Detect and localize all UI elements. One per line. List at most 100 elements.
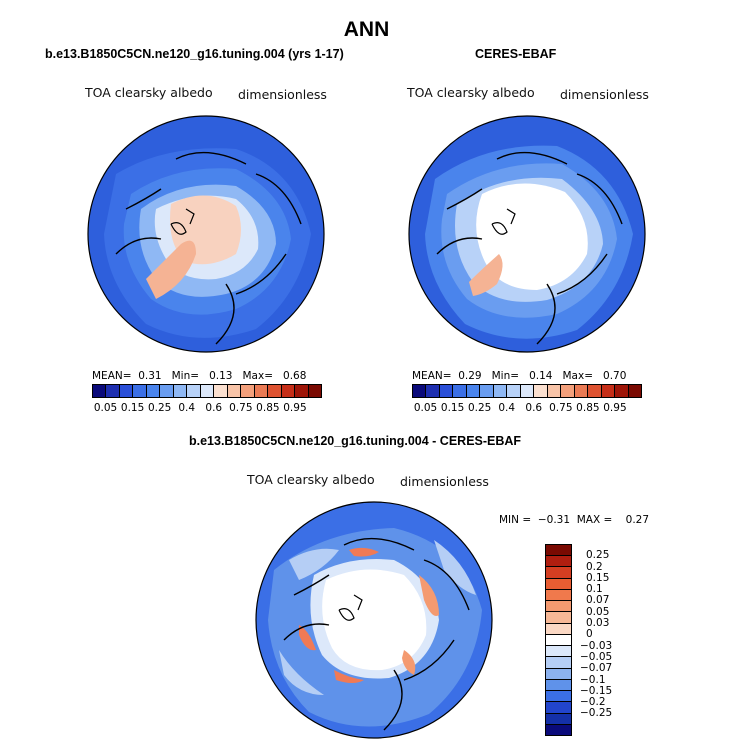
- obs-colorbar-tick-label: 0.95: [603, 402, 627, 414]
- obs-colorbar-box: [507, 385, 521, 397]
- model-colorbar-box: [308, 385, 321, 397]
- model-colorbar-box: [187, 385, 201, 397]
- model-colorbar-tick-label: 0.25: [147, 402, 172, 414]
- obs-colorbar-labels: 0.05 0.15 0.25 0.4 0.6 0.75 0.85 0.95: [412, 402, 642, 416]
- obs-colorbar-tick-label: 0.4: [498, 402, 516, 414]
- diff-colorbar-box: [546, 612, 571, 624]
- obs-missing-data: [476, 183, 588, 290]
- diff-colorbar-tick-label: −0.03: [580, 639, 613, 652]
- diff-colorbar-box: [546, 691, 571, 703]
- model-colorbar-tick-label: 0.15: [120, 402, 145, 414]
- model-colorbar-box: [227, 385, 242, 397]
- model-colorbar-box: [295, 385, 309, 397]
- diff-colorbar-tick-label: 0.2: [586, 560, 603, 573]
- diff-colorbar-tick-label: −0.15: [580, 684, 613, 697]
- diff-units-label: dimensionless: [400, 474, 489, 489]
- obs-colorbar-box: [520, 385, 535, 397]
- obs-colorbar-tick-label: 0.6: [525, 402, 543, 414]
- model-greenland: [146, 240, 196, 299]
- model-colorbar-box: [106, 385, 120, 397]
- obs-stats: MEAN= 0.29 Min= 0.14 Max= 0.70: [412, 370, 627, 382]
- diff-colorbar-box: [546, 578, 571, 590]
- obs-panel-title: CERES-EBAF: [475, 47, 557, 61]
- obs-colorbar-tick-label: 0.75: [549, 402, 573, 414]
- diff-colorbar-box: [546, 589, 571, 602]
- model-colorbar-box: [146, 385, 161, 397]
- model-colorbar-box: [254, 385, 269, 397]
- diff-colorbar-box: [546, 724, 571, 735]
- obs-colorbar: [412, 384, 642, 398]
- obs-colorbar-box: [601, 385, 616, 397]
- obs-variable-label: TOA clearsky albedo: [407, 85, 535, 100]
- model-colorbar-box: [160, 385, 174, 397]
- obs-colorbar-box: [480, 385, 494, 397]
- model-colorbar-box: [268, 385, 282, 397]
- obs-colorbar-tick-label: 0.05: [413, 402, 438, 414]
- diff-colorbar-tick-label: 0.05: [586, 605, 610, 618]
- obs-units-label: dimensionless: [560, 87, 649, 102]
- model-colorbar-box: [173, 385, 188, 397]
- obs-colorbar-box: [561, 385, 575, 397]
- diff-positive-anomaly: [402, 575, 439, 675]
- obs-colorbar-box: [453, 385, 467, 397]
- diff-polar-map: [255, 501, 493, 739]
- model-panel-title: b.e13.B1850C5CN.ne120_g16.tuning.004 (yr…: [45, 47, 344, 61]
- diff-missing-data: [322, 569, 427, 671]
- diff-colorbar-box: [546, 702, 571, 714]
- model-variable-label: TOA clearsky albedo: [85, 85, 213, 100]
- diff-colorbar-box: [546, 634, 571, 647]
- model-coastlines: [115, 151, 302, 345]
- diff-colorbar-tick-label: −0.1: [580, 673, 606, 686]
- obs-coastlines: [436, 151, 623, 345]
- diff-colorbar-box: [546, 567, 571, 579]
- diff-colorbar-box: [546, 556, 571, 568]
- diff-colorbar-box: [546, 545, 571, 557]
- diff-colorbar-tick-label: −0.25: [580, 707, 613, 720]
- diff-colorbar: [545, 544, 572, 736]
- obs-colorbar-box: [439, 385, 454, 397]
- model-colorbar-tick-label: 0.75: [229, 402, 253, 414]
- model-colorbar-tick-label: 0.4: [178, 402, 196, 414]
- model-colorbar-box: [214, 385, 228, 397]
- diff-variable-label: TOA clearsky albedo: [247, 472, 375, 487]
- diff-colorbar-labels: 0.25 0.2 0.15 0.1 0.07 0.05 0.03 0 −0.03 −0.05 −0.…: [580, 544, 630, 736]
- obs-greenland: [469, 254, 503, 296]
- obs-colorbar-box: [466, 385, 481, 397]
- diff-colorbar-box: [546, 601, 571, 613]
- model-colorbar-box: [119, 385, 134, 397]
- model-polar-map: [87, 115, 325, 353]
- model-colorbar-box: [241, 385, 255, 397]
- model-units-label: dimensionless: [238, 87, 327, 102]
- diff-panel-title: b.e13.B1850C5CN.ne120_g16.tuning.004 - C…: [189, 434, 522, 448]
- diff-colorbar-box: [546, 657, 571, 669]
- obs-colorbar-tick-label: 0.15: [440, 402, 465, 414]
- model-colorbar-box: [133, 385, 147, 397]
- model-colorbar-labels: 0.05 0.15 0.25 0.4 0.6 0.75 0.85 0.95: [92, 402, 322, 416]
- obs-colorbar-tick-label: 0.85: [576, 402, 600, 414]
- diff-colorbar-tick-label: 0.07: [586, 594, 610, 607]
- model-colorbar-tick-label: 0.6: [205, 402, 223, 414]
- diff-colorbar-tick-label: −0.2: [580, 696, 606, 709]
- obs-colorbar-box: [493, 385, 508, 397]
- model-colorbar-box: [93, 385, 107, 397]
- obs-polar-map: [408, 115, 646, 353]
- diff-colorbar-tick-label: −0.05: [580, 650, 613, 663]
- diff-colorbar-tick-label: 0.1: [586, 583, 603, 596]
- diff-colorbar-tick-label: 0.15: [586, 571, 610, 584]
- obs-colorbar-box: [574, 385, 589, 397]
- diff-colorbar-tick-label: 0: [586, 628, 593, 641]
- obs-colorbar-box: [534, 385, 548, 397]
- obs-colorbar-box: [547, 385, 562, 397]
- obs-colorbar-tick-label: 0.25: [467, 402, 492, 414]
- model-colorbar-tick-label: 0.85: [256, 402, 280, 414]
- diff-stats: MIN = −0.31 MAX = 0.27: [499, 514, 650, 526]
- obs-colorbar-box: [628, 385, 641, 397]
- model-colorbar-box: [281, 385, 296, 397]
- diff-colorbar-tick-label: 0.25: [586, 549, 610, 562]
- model-colorbar-tick-label: 0.95: [283, 402, 307, 414]
- diff-colorbar-box: [546, 713, 571, 725]
- diff-colorbar-tick-label: 0.03: [586, 617, 610, 630]
- diff-colorbar-box: [546, 668, 571, 680]
- diff-colorbar-box: [546, 646, 571, 658]
